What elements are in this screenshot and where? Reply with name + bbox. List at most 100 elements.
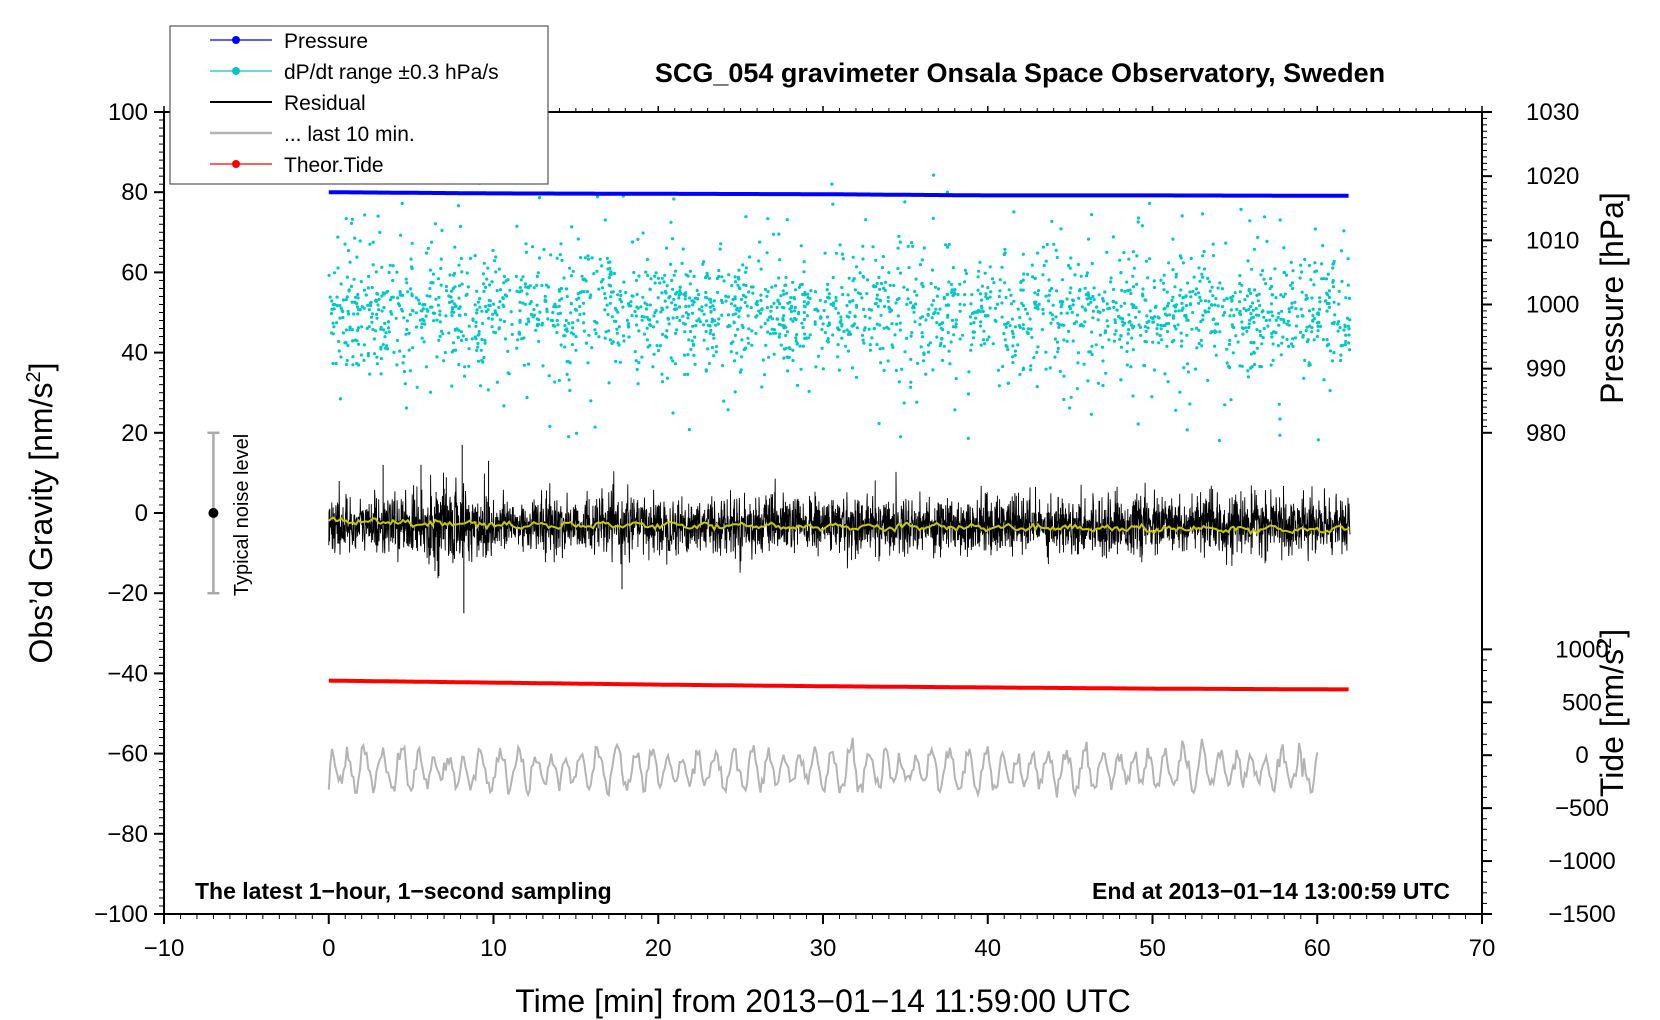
dpdt-point xyxy=(1344,333,1348,337)
dpdt-point xyxy=(1228,338,1232,342)
dpdt-point xyxy=(547,374,551,378)
dpdt-point xyxy=(1161,324,1165,328)
dpdt-point xyxy=(475,311,479,315)
dpdt-point xyxy=(854,375,859,379)
dpdt-point xyxy=(1184,295,1188,299)
dpdt-point xyxy=(954,325,958,329)
dpdt-point xyxy=(1060,302,1064,307)
dpdt-point xyxy=(777,322,781,326)
dpdt-point xyxy=(1130,336,1134,340)
dpdt-point xyxy=(670,278,674,282)
dpdt-point xyxy=(334,361,338,366)
dpdt-point xyxy=(1222,298,1226,302)
dpdt-point xyxy=(1058,369,1062,373)
dpdt-point xyxy=(580,274,584,278)
dpdt-point xyxy=(1266,324,1270,328)
dpdt-point xyxy=(1185,428,1189,432)
dpdt-point xyxy=(467,324,471,328)
dpdt-point xyxy=(830,182,834,186)
x-tick-label: 60 xyxy=(1304,935,1331,962)
dpdt-point xyxy=(1208,289,1212,293)
dpdt-point xyxy=(1089,300,1093,304)
dpdt-point xyxy=(1188,290,1192,294)
dpdt-point xyxy=(1131,394,1135,398)
dpdt-point xyxy=(761,358,765,362)
dpdt-point xyxy=(1290,281,1294,285)
dpdt-point xyxy=(341,298,345,302)
dpdt-point xyxy=(383,335,387,339)
dpdt-point xyxy=(801,325,805,330)
dpdt-point xyxy=(1086,379,1090,383)
dpdt-point xyxy=(362,358,366,362)
dpdt-point xyxy=(1057,323,1061,327)
dpdt-point xyxy=(617,325,621,329)
dpdt-point xyxy=(390,312,394,316)
dpdt-point xyxy=(900,367,904,371)
dpdt-point xyxy=(727,273,731,277)
dpdt-point xyxy=(1244,326,1248,330)
dpdt-point xyxy=(1029,368,1033,372)
dpdt-point xyxy=(802,300,806,304)
dpdt-point xyxy=(838,243,842,247)
dpdt-point xyxy=(861,338,865,342)
dpdt-point xyxy=(1119,271,1123,275)
dpdt-point xyxy=(666,317,671,321)
dpdt-point xyxy=(658,344,663,348)
dpdt-point xyxy=(536,271,540,275)
dpdt-point xyxy=(1098,333,1102,337)
dpdt-point xyxy=(380,265,384,269)
dpdt-point xyxy=(1308,363,1312,367)
dpdt-point xyxy=(878,347,882,351)
dpdt-point xyxy=(669,262,673,266)
dpdt-point xyxy=(1021,288,1025,292)
legend-dpdt-marker xyxy=(232,67,240,75)
dpdt-point xyxy=(887,271,891,275)
dpdt-point xyxy=(792,316,797,320)
dpdt-point xyxy=(947,280,951,284)
dpdt-point xyxy=(834,299,838,303)
dpdt-point xyxy=(1181,306,1185,310)
dpdt-point xyxy=(915,400,919,404)
dpdt-point xyxy=(605,303,609,307)
dpdt-point xyxy=(898,271,903,275)
dpdt-point xyxy=(929,281,933,286)
dpdt-point xyxy=(687,338,691,342)
dpdt-point xyxy=(708,331,712,335)
dpdt-point xyxy=(588,296,592,300)
dpdt-point xyxy=(1320,262,1324,266)
dpdt-point xyxy=(576,318,580,322)
dpdt-point xyxy=(724,294,728,298)
dpdt-point xyxy=(490,280,494,284)
dpdt-point xyxy=(526,362,531,366)
dpdt-point xyxy=(367,308,371,312)
dpdt-point xyxy=(1234,334,1238,338)
dpdt-point xyxy=(603,218,607,222)
dpdt-point xyxy=(569,274,574,278)
dpdt-point xyxy=(789,296,793,300)
dpdt-point xyxy=(919,345,923,349)
dpdt-point xyxy=(1221,305,1225,309)
dpdt-point xyxy=(645,338,650,342)
dpdt-point xyxy=(1013,325,1018,329)
dpdt-point xyxy=(481,321,485,325)
dpdt-point xyxy=(729,302,734,306)
dpdt-point xyxy=(1050,219,1054,223)
dpdt-point xyxy=(1232,313,1236,318)
dpdt-point xyxy=(470,337,474,341)
dpdt-point xyxy=(861,244,865,248)
dpdt-point xyxy=(1051,317,1055,321)
dpdt-point xyxy=(687,428,692,432)
dpdt-point xyxy=(909,357,913,361)
dpdt-point xyxy=(453,285,457,289)
dpdt-point xyxy=(884,280,888,284)
dpdt-point xyxy=(331,361,335,366)
dpdt-point xyxy=(1293,300,1297,304)
y-tick-label: −80 xyxy=(107,821,148,848)
dpdt-point xyxy=(1174,408,1178,412)
dpdt-point xyxy=(1022,272,1026,276)
dpdt-point xyxy=(802,260,806,264)
dpdt-point xyxy=(1021,327,1025,331)
y-axis-title-sup: 2 xyxy=(23,371,45,382)
dpdt-point xyxy=(435,318,439,322)
dpdt-point xyxy=(731,313,735,317)
